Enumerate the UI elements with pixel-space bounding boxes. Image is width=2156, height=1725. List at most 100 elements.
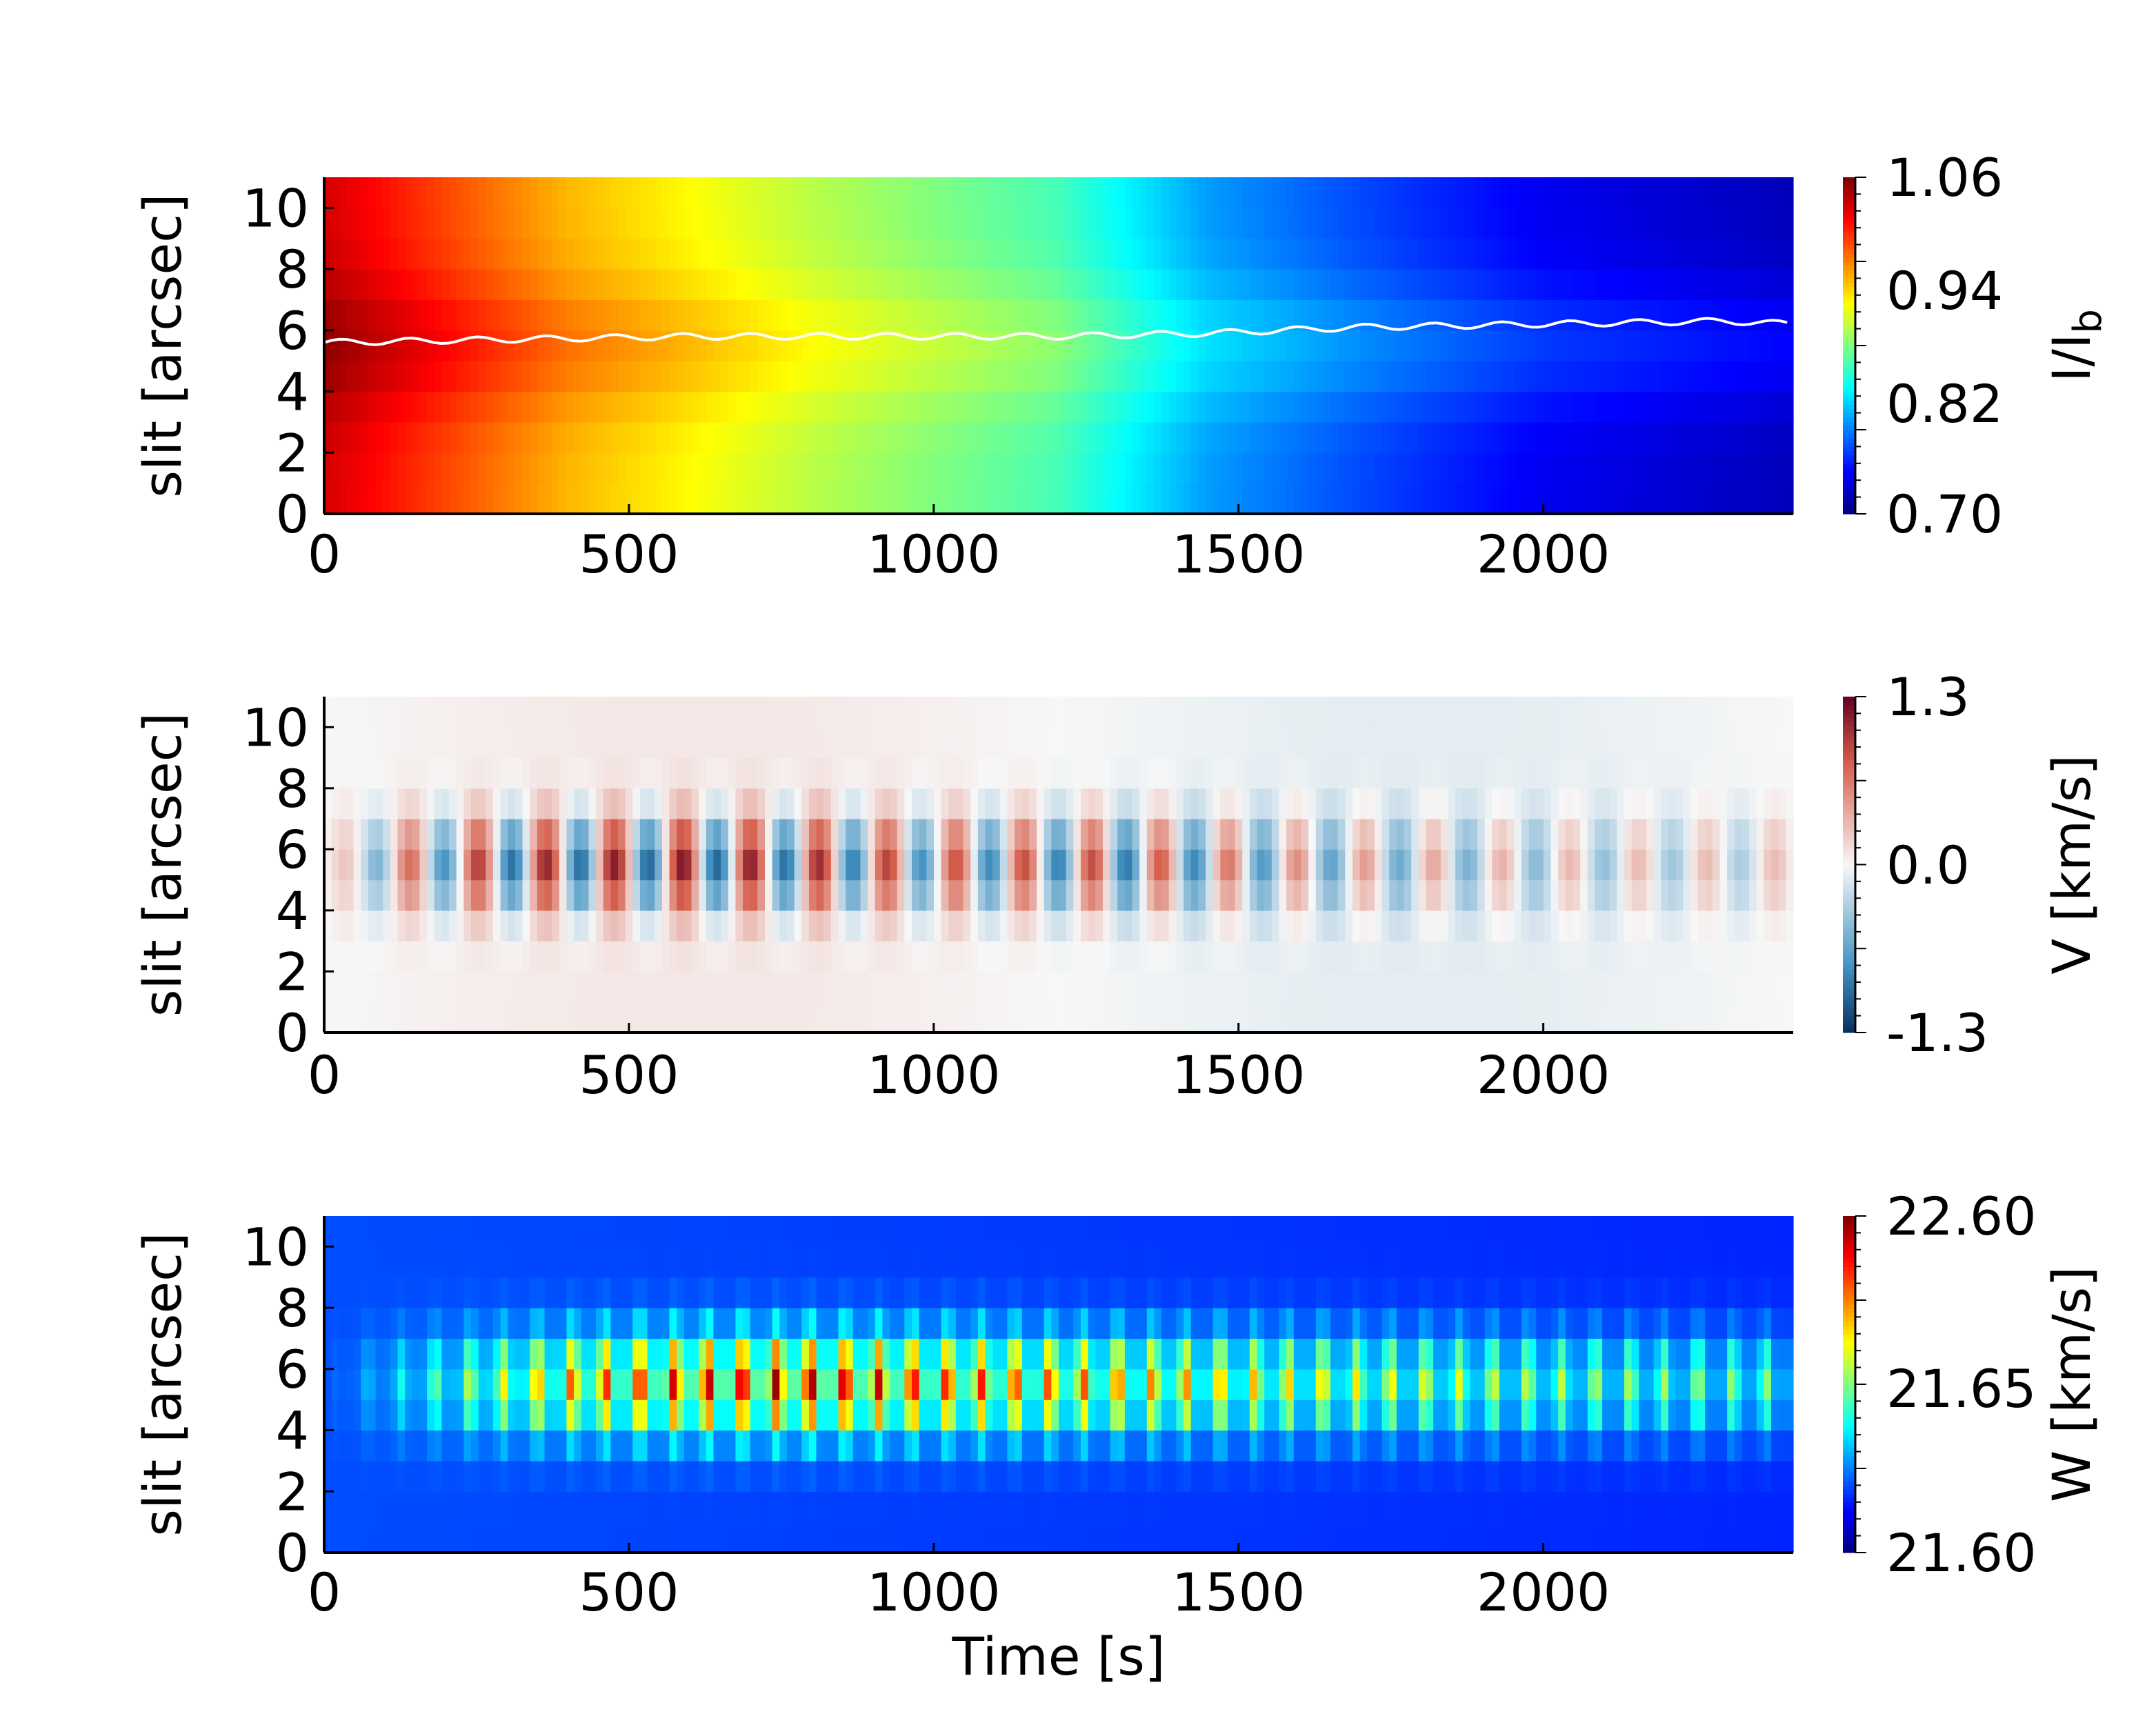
heatmap-cell xyxy=(926,757,935,789)
heatmap-cell xyxy=(1499,452,1508,484)
heatmap-cell xyxy=(1190,299,1199,331)
colorbar-segment xyxy=(1843,358,1855,363)
heatmap-cell xyxy=(449,1430,457,1462)
heatmap-cell xyxy=(647,788,655,819)
heatmap-cell xyxy=(1279,421,1287,453)
heatmap-cell xyxy=(1323,879,1331,911)
heatmap-cell xyxy=(661,452,670,484)
heatmap-cell xyxy=(786,727,795,759)
heatmap-cell xyxy=(508,849,516,881)
heatmap-cell xyxy=(1741,361,1750,392)
heatmap-cell xyxy=(1190,757,1199,789)
heatmap-cell xyxy=(419,452,428,484)
heatmap-cell xyxy=(1279,361,1287,392)
heatmap-cell xyxy=(1206,1001,1214,1033)
heatmap-cell xyxy=(801,727,810,759)
heatmap-cell xyxy=(1536,177,1544,208)
heatmap-cell xyxy=(786,269,795,301)
heatmap-cell xyxy=(486,757,494,789)
heatmap-cell xyxy=(677,910,685,941)
heatmap-cell xyxy=(1389,971,1397,1003)
heatmap-cell xyxy=(596,452,604,484)
heatmap-cell xyxy=(691,971,699,1003)
heatmap-cell xyxy=(1029,849,1037,881)
heatmap-cell xyxy=(331,238,339,270)
heatmap-cell xyxy=(1080,177,1089,208)
heatmap-cell xyxy=(559,452,568,484)
heatmap-cell xyxy=(1279,452,1287,484)
heatmap-cell xyxy=(1227,941,1236,973)
heatmap-cell xyxy=(427,1246,435,1278)
heatmap-cell xyxy=(486,971,494,1003)
heatmap-cell xyxy=(1764,269,1772,301)
heatmap-cell xyxy=(361,1277,369,1308)
heatmap-cell xyxy=(1653,238,1661,270)
heatmap-cell xyxy=(1587,819,1596,850)
heatmap-cell xyxy=(1176,697,1184,728)
heatmap-cell xyxy=(574,452,582,484)
heatmap-cell xyxy=(713,697,721,728)
heatmap-cell xyxy=(324,879,332,911)
heatmap-cell xyxy=(1499,208,1508,239)
heatmap-cell xyxy=(1521,941,1530,973)
heatmap-cell xyxy=(552,757,560,789)
heatmap-cell xyxy=(486,483,494,515)
heatmap-cell xyxy=(463,1399,472,1431)
heatmap-cell xyxy=(383,971,391,1003)
heatmap-cell xyxy=(566,1001,575,1033)
heatmap-cell xyxy=(1206,788,1214,819)
heatmap-cell xyxy=(669,941,677,973)
heatmap-cell xyxy=(824,421,832,453)
heatmap-cell xyxy=(1580,910,1588,941)
heatmap-cell xyxy=(463,1460,472,1492)
heatmap-cell xyxy=(610,452,619,484)
heatmap-cell xyxy=(1264,299,1272,331)
heatmap-cell xyxy=(1448,727,1456,759)
heatmap-cell xyxy=(1235,1001,1243,1033)
heatmap-cell xyxy=(1477,452,1486,484)
heatmap-cell xyxy=(1470,788,1478,819)
heatmap-cell xyxy=(1624,788,1633,819)
heatmap-cell xyxy=(765,361,773,392)
heatmap-cell xyxy=(1433,971,1441,1003)
heatmap-cell xyxy=(405,727,413,759)
heatmap-cell xyxy=(1426,727,1434,759)
heatmap-cell xyxy=(757,941,766,973)
heatmap-cell xyxy=(537,483,546,515)
heatmap-cell xyxy=(515,1216,523,1247)
heatmap-cell xyxy=(1580,697,1588,728)
heatmap-cell xyxy=(779,391,788,423)
heatmap-cell xyxy=(824,269,832,301)
heatmap-cell xyxy=(346,879,355,911)
heatmap-cell xyxy=(1249,697,1258,728)
heatmap-cell xyxy=(1448,452,1456,484)
heatmap-cell xyxy=(655,452,663,484)
heatmap-cell xyxy=(1396,788,1405,819)
heatmap-cell xyxy=(1712,941,1721,973)
heatmap-cell xyxy=(1367,819,1375,850)
heatmap-cell xyxy=(353,177,361,208)
heatmap-cell xyxy=(500,1308,508,1339)
heatmap-cell xyxy=(1015,727,1023,759)
heatmap-cell xyxy=(427,1338,435,1370)
heatmap-cell xyxy=(1235,421,1243,453)
heatmap-cell xyxy=(331,1460,339,1492)
heatmap-cell xyxy=(1506,1001,1515,1033)
heatmap-cell xyxy=(618,910,626,941)
heatmap-cell xyxy=(1095,757,1104,789)
heatmap-cell xyxy=(970,391,979,423)
heatmap-cell xyxy=(375,849,383,881)
heatmap-cell xyxy=(1359,879,1368,911)
heatmap-cell xyxy=(515,269,523,301)
heatmap-cell xyxy=(1477,299,1486,331)
heatmap-cell xyxy=(735,1001,743,1033)
heatmap-cell xyxy=(933,452,942,484)
heatmap-cell xyxy=(1184,452,1192,484)
heatmap-cell xyxy=(1007,819,1015,850)
heatmap-cell xyxy=(765,727,773,759)
heatmap-cell xyxy=(1212,391,1221,423)
heatmap-cell xyxy=(926,330,935,361)
heatmap-cell xyxy=(1617,330,1625,361)
heatmap-cell xyxy=(434,727,442,759)
heatmap-cell xyxy=(1117,910,1126,941)
